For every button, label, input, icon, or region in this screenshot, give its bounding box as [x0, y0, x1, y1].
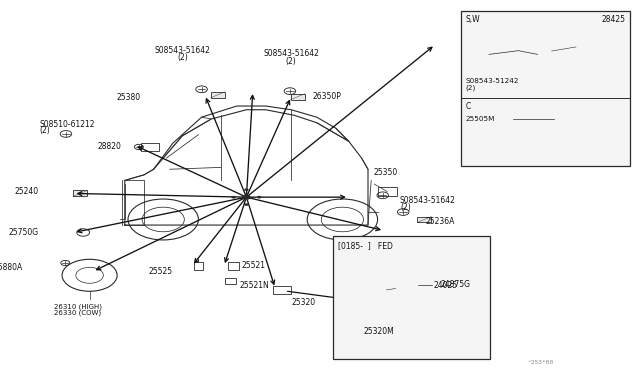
Text: 25521: 25521 — [242, 262, 266, 270]
Text: S08543-51642: S08543-51642 — [263, 49, 319, 58]
Text: 25350: 25350 — [374, 169, 398, 177]
Text: S08543-51642: S08543-51642 — [154, 46, 211, 55]
Bar — [572, 41, 586, 47]
Text: 25750G: 25750G — [8, 228, 38, 237]
Text: (2): (2) — [465, 84, 476, 91]
Text: 25521N: 25521N — [240, 281, 269, 290]
Text: (2): (2) — [177, 53, 188, 62]
Bar — [333, 236, 490, 359]
Text: 25320M: 25320M — [364, 327, 394, 336]
Bar — [194, 262, 203, 270]
Text: 24875G: 24875G — [441, 280, 470, 289]
Bar — [378, 187, 397, 196]
Bar — [228, 262, 239, 270]
Bar — [273, 286, 291, 294]
Text: 25505M: 25505M — [465, 116, 495, 122]
Bar — [225, 278, 236, 284]
Circle shape — [257, 196, 261, 198]
Text: 25525: 25525 — [148, 267, 173, 276]
Text: 25236A: 25236A — [426, 217, 455, 226]
Text: (2): (2) — [400, 203, 411, 212]
Bar — [417, 217, 431, 222]
Bar — [211, 92, 225, 98]
Bar — [73, 190, 87, 196]
Text: 25380: 25380 — [116, 93, 141, 102]
Text: S08510-61212: S08510-61212 — [40, 120, 95, 129]
Bar — [461, 11, 630, 166]
Text: S08543-51242: S08543-51242 — [465, 78, 519, 84]
Text: S,W: S,W — [465, 15, 480, 24]
Bar — [396, 283, 418, 293]
Bar — [141, 143, 159, 151]
Text: [0185-  ]   FED: [0185- ] FED — [338, 241, 393, 250]
Text: 26310 (HIGH): 26310 (HIGH) — [54, 304, 102, 310]
Text: S08543-51642: S08543-51642 — [400, 196, 456, 205]
Bar — [536, 51, 552, 58]
Text: 28820: 28820 — [98, 142, 122, 151]
Text: C: C — [465, 102, 470, 111]
Text: (2): (2) — [286, 57, 296, 66]
Bar — [554, 115, 572, 123]
Text: 25320: 25320 — [291, 298, 316, 307]
Text: 26350P: 26350P — [312, 92, 341, 101]
Text: 26330 (COW): 26330 (COW) — [54, 310, 102, 317]
Bar — [362, 290, 387, 300]
Circle shape — [244, 189, 248, 191]
Text: 25880A: 25880A — [0, 263, 22, 272]
Bar — [291, 94, 305, 100]
Circle shape — [232, 196, 236, 198]
Text: ^253*00: ^253*00 — [528, 360, 554, 365]
Circle shape — [243, 195, 250, 199]
Text: 24025: 24025 — [433, 281, 458, 290]
Text: 25240: 25240 — [14, 187, 38, 196]
Text: 28425: 28425 — [602, 15, 626, 24]
Circle shape — [244, 203, 248, 206]
Text: (2): (2) — [40, 126, 51, 135]
